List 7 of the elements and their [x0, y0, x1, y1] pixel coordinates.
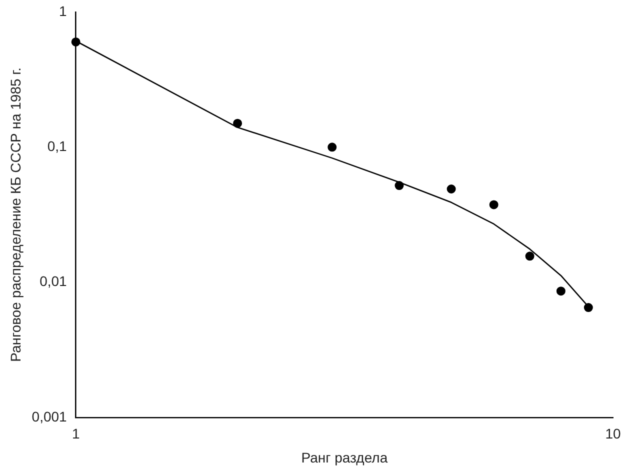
y-axis-title: Ранговое распределение КБ СССР на 1985 г. — [7, 68, 24, 362]
y-tick-label: 1 — [59, 2, 68, 19]
x-axis-title: Ранг раздела — [301, 449, 388, 466]
y-tick-label: 0,1 — [47, 138, 68, 154]
x-tick-label: 10 — [605, 426, 621, 442]
y-tick-label: 0,001 — [32, 408, 68, 424]
y-tick-label: 0,01 — [40, 273, 68, 290]
